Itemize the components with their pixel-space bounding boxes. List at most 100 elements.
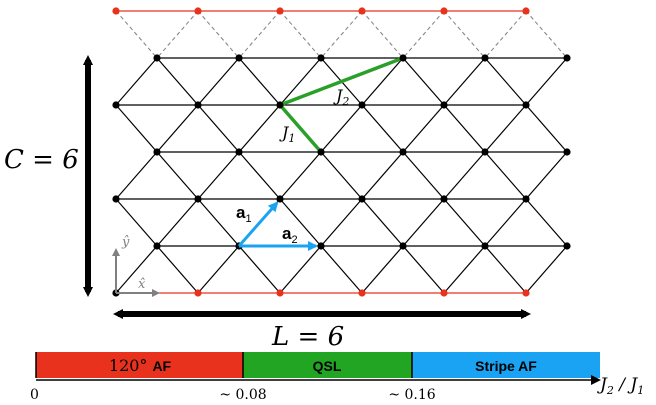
lattice-bond bbox=[525, 245, 568, 294]
lattice-site bbox=[153, 148, 161, 156]
a1-label: a1 bbox=[236, 203, 252, 225]
lattice-site bbox=[235, 148, 243, 156]
ghost-bond bbox=[238, 10, 281, 59]
lattice-site bbox=[153, 54, 161, 62]
lattice-site bbox=[563, 54, 571, 62]
lattice-site bbox=[358, 195, 366, 203]
tick-label-0: 0 bbox=[30, 387, 39, 403]
ghost-bond bbox=[361, 10, 404, 59]
j1-label: J1 bbox=[279, 123, 295, 145]
lattice-site bbox=[112, 195, 120, 203]
ghost-site bbox=[358, 7, 366, 15]
lattice-bond bbox=[361, 104, 404, 153]
lattice-bond bbox=[525, 151, 568, 200]
lattice-site bbox=[481, 148, 489, 156]
length-label: L = 6 bbox=[271, 322, 344, 352]
lattice-site bbox=[235, 54, 243, 62]
lattice-bond bbox=[279, 198, 322, 247]
ghost-site bbox=[112, 7, 120, 15]
lattice-site bbox=[522, 195, 530, 203]
lattice-bond bbox=[361, 198, 404, 247]
lattice-site bbox=[440, 195, 448, 203]
lattice-bond bbox=[402, 198, 445, 247]
j1-bond bbox=[278, 103, 323, 154]
lattice-site bbox=[358, 101, 366, 109]
lattice-bond bbox=[156, 198, 199, 247]
j2-bond bbox=[278, 56, 405, 107]
lattice-bond bbox=[484, 198, 527, 247]
lattice-bond bbox=[525, 104, 568, 153]
lattice-site bbox=[276, 195, 284, 203]
phase-segment-120-af bbox=[36, 352, 243, 378]
lattice-bond bbox=[402, 151, 445, 200]
phase-label-qsl: QSL bbox=[313, 358, 342, 374]
ghost-site bbox=[522, 7, 530, 15]
lattice-site bbox=[481, 242, 489, 250]
lattice-bond bbox=[156, 151, 199, 200]
lattice-site bbox=[563, 242, 571, 250]
lattice-bond bbox=[279, 57, 322, 106]
j2-label: J2 bbox=[333, 86, 349, 108]
lattice-bond bbox=[525, 57, 568, 106]
lattice-site bbox=[440, 101, 448, 109]
ghost-bond bbox=[320, 10, 363, 59]
lattice-site bbox=[481, 54, 489, 62]
lattice-site bbox=[112, 101, 120, 109]
lattice-site bbox=[440, 289, 448, 297]
lattice-bond bbox=[443, 151, 486, 200]
lattice-site bbox=[194, 195, 202, 203]
lattice-site bbox=[276, 289, 284, 297]
lattice-bond bbox=[443, 245, 486, 294]
lattice-vectors bbox=[237, 201, 318, 251]
phase-diagram-bar: 120° AF QSL Stripe AF 0 ~ 0.08 ~ 0.16 J2 … bbox=[30, 352, 644, 403]
lattice-bond bbox=[484, 57, 527, 106]
lattice-bond bbox=[484, 104, 527, 153]
lattice-bond bbox=[115, 104, 158, 153]
lattice-bond bbox=[443, 104, 486, 153]
lattice-bond bbox=[115, 57, 158, 106]
lattice-bond bbox=[238, 151, 281, 200]
lattice-bond bbox=[320, 198, 363, 247]
phase-label-120-af: 120° AF bbox=[109, 356, 172, 375]
a2-label: a2 bbox=[282, 224, 298, 246]
lattice-sites bbox=[112, 7, 571, 297]
lattice-site bbox=[358, 289, 366, 297]
ghost-bond bbox=[197, 10, 240, 59]
ghost-bond bbox=[115, 10, 158, 59]
lattice-bond bbox=[115, 245, 158, 294]
phase-label-stripe-af: Stripe AF bbox=[475, 358, 537, 374]
ghost-bond bbox=[156, 10, 199, 59]
lattice-bond bbox=[197, 198, 240, 247]
tick-label-016: ~ 0.16 bbox=[388, 387, 435, 403]
lattice-bond bbox=[279, 151, 322, 200]
lattice-bond bbox=[115, 198, 158, 247]
lattice-site bbox=[153, 242, 161, 250]
ghost-site bbox=[194, 7, 202, 15]
ghost-bond bbox=[402, 10, 445, 59]
lattice-site bbox=[317, 54, 325, 62]
lattice-bond bbox=[156, 57, 199, 106]
lattice-bond bbox=[525, 198, 568, 247]
lattice-bond bbox=[197, 57, 240, 106]
lattice-bond bbox=[361, 245, 404, 294]
lattice-bond bbox=[320, 151, 363, 200]
lattice-bond bbox=[197, 245, 240, 294]
circumference-label: C = 6 bbox=[4, 145, 79, 175]
lattice-bond bbox=[320, 245, 363, 294]
lattice-site bbox=[399, 54, 407, 62]
boundary-bonds bbox=[116, 10, 526, 294]
lattice-bond bbox=[320, 104, 363, 153]
lattice-bond bbox=[361, 57, 404, 106]
tick-label-008: ~ 0.08 bbox=[219, 387, 266, 403]
lattice-bond bbox=[484, 151, 527, 200]
lattice-site bbox=[194, 101, 202, 109]
ghost-bond bbox=[279, 10, 322, 59]
lattice-bonds bbox=[115, 57, 568, 294]
phase-axis-label: J2 / J1 bbox=[597, 375, 644, 397]
ghost-bond bbox=[443, 10, 486, 59]
lattice-bond bbox=[156, 245, 199, 294]
lattice-site bbox=[317, 148, 325, 156]
phase-segment-stripe-af bbox=[412, 352, 600, 378]
ghost-site bbox=[276, 7, 284, 15]
